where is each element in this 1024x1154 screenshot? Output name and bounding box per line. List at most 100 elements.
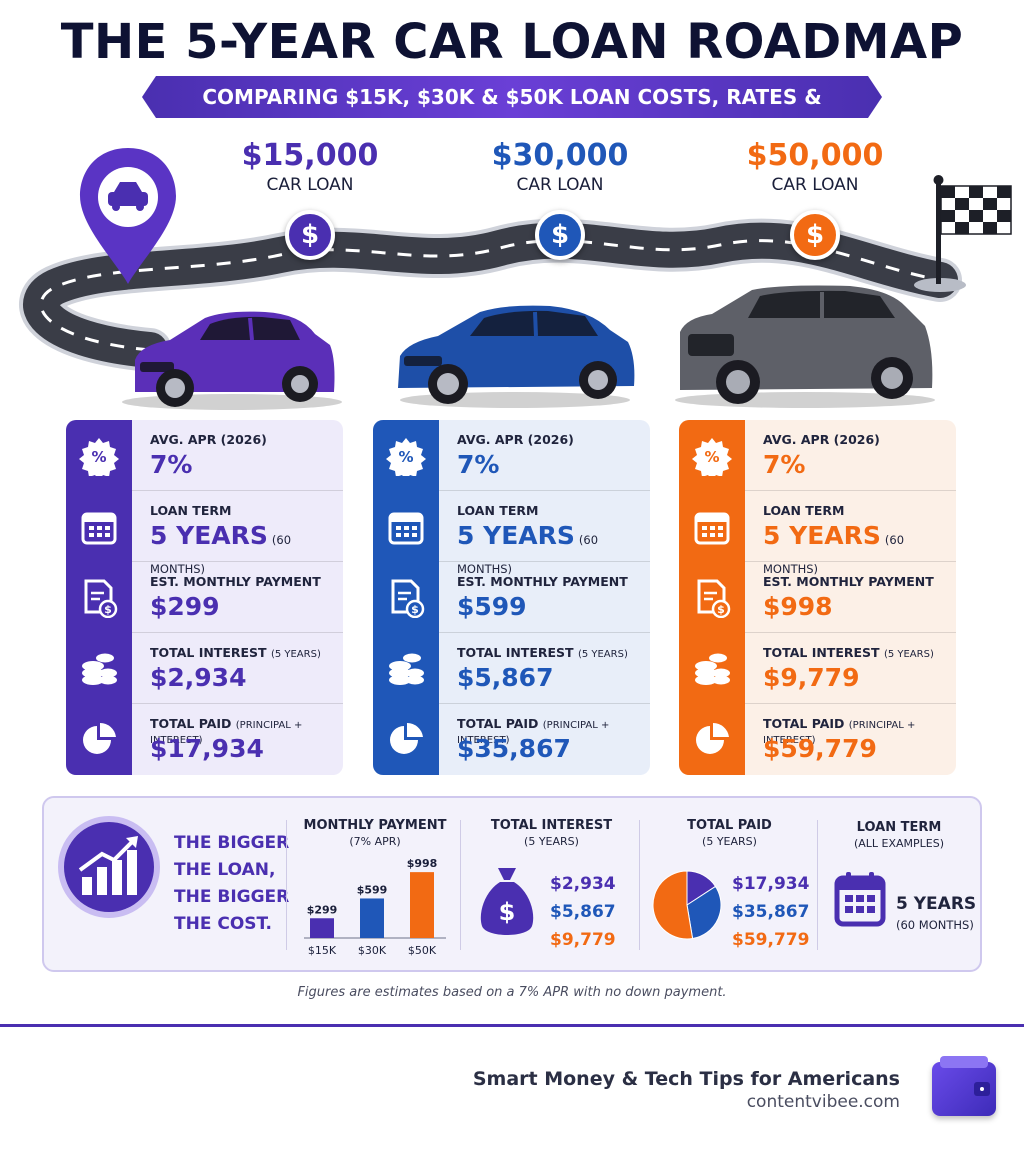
loan-card-15k: % AVG. APR (2026) 7% LOAN TERM 5 YEARS (6… bbox=[66, 420, 343, 775]
loan-label: CAR LOAN bbox=[516, 175, 604, 195]
coins-icon bbox=[373, 633, 439, 704]
coins-icon bbox=[66, 633, 132, 704]
loan-header-50k: $50,000 CAR LOAN bbox=[705, 138, 925, 195]
total-paid-pie-chart bbox=[652, 870, 722, 940]
loan-header-30k: $30,000 CAR LOAN bbox=[450, 138, 670, 195]
calendar-icon bbox=[373, 491, 439, 562]
footer-divider bbox=[0, 1024, 1024, 1027]
loan-card-50k: % AVG. APR (2026) 7% LOAN TERM 5 YEARS (6… bbox=[679, 420, 956, 775]
percent-gear-icon: % bbox=[373, 420, 439, 491]
interest-label: TOTAL INTEREST (5 YEARS) bbox=[763, 645, 934, 660]
apr-row: % AVG. APR (2026) 7% bbox=[373, 420, 650, 491]
interest-value: $9,779 bbox=[763, 663, 860, 692]
bar-category-label: $30K bbox=[358, 944, 387, 957]
apr-value: 7% bbox=[457, 450, 500, 479]
paid-label: TOTAL PAID (PRINCIPAL + INTEREST) bbox=[457, 716, 610, 746]
apr-row: % AVG. APR (2026) 7% bbox=[679, 420, 956, 491]
loan-label: CAR LOAN bbox=[771, 175, 859, 195]
bar-$50K bbox=[410, 872, 434, 938]
bar-data-label: $998 bbox=[407, 857, 438, 870]
summary-headline: THE BIGGER THE LOAN, THE BIGGER THE COST… bbox=[174, 833, 290, 934]
interest-label: TOTAL INTEREST (5 YEARS) bbox=[457, 645, 628, 660]
percent-gear-icon: % bbox=[679, 420, 745, 491]
apr-value: 7% bbox=[763, 450, 806, 479]
total-paid-values: $17,934 $35,867 $59,779 bbox=[732, 874, 810, 950]
dollar-coin-icon: $ bbox=[790, 210, 840, 260]
brand-tagline: Smart Money & Tech Tips for Americans bbox=[472, 1068, 900, 1090]
payment-value: $998 bbox=[763, 592, 833, 621]
payment-value: $599 bbox=[457, 592, 527, 621]
payment-row: $ EST. MONTHLY PAYMENT $599 bbox=[373, 562, 650, 633]
blue-sedan-illustration bbox=[398, 305, 635, 408]
bill-icon: $ bbox=[373, 562, 439, 633]
apr-label: AVG. APR (2026) bbox=[457, 432, 574, 447]
paid-label: TOTAL PAID (PRINCIPAL + INTEREST) bbox=[150, 716, 303, 746]
pie-icon bbox=[66, 704, 132, 775]
paid-row: TOTAL PAID (PRINCIPAL + INTEREST) $35,86… bbox=[373, 704, 650, 775]
pie-icon bbox=[373, 704, 439, 775]
gray-suv-illustration bbox=[675, 285, 935, 408]
apr-label: AVG. APR (2026) bbox=[150, 432, 267, 447]
bill-icon: $ bbox=[66, 562, 132, 633]
calendar-icon bbox=[679, 491, 745, 562]
interest-value: $2,934 bbox=[150, 663, 247, 692]
bar-data-label: $599 bbox=[357, 883, 388, 896]
loan-term-value: 5 YEARS bbox=[896, 894, 977, 914]
total-interest-title: TOTAL INTEREST (5 YEARS) bbox=[490, 818, 613, 848]
term-value: 5 YEARS (60 MONTHS) bbox=[763, 521, 905, 576]
paid-row: TOTAL PAID (PRINCIPAL + INTEREST) $59,77… bbox=[679, 704, 956, 775]
calendar-icon bbox=[834, 872, 886, 927]
wallet-icon bbox=[932, 1056, 996, 1116]
monthly-payment-bar-chart: $299 $15K $599 $30K $998 $50K bbox=[304, 857, 446, 957]
paid-value: $59,779 bbox=[763, 734, 877, 763]
svg-text:%: % bbox=[91, 448, 106, 466]
interest-row: TOTAL INTEREST (5 YEARS) $2,934 bbox=[66, 633, 343, 704]
term-row: LOAN TERM 5 YEARS (60 MONTHS) bbox=[373, 491, 650, 576]
pie-slice-$50K bbox=[652, 870, 694, 940]
growth-chart-icon bbox=[58, 816, 160, 918]
total-paid-title: TOTAL PAID (5 YEARS) bbox=[687, 818, 772, 848]
paid-value: $35,867 bbox=[457, 734, 571, 763]
road bbox=[23, 222, 958, 368]
paid-row: TOTAL PAID (PRINCIPAL + INTEREST) $17,93… bbox=[66, 704, 343, 775]
bar-$15K bbox=[310, 918, 334, 938]
payment-value: $299 bbox=[150, 592, 220, 621]
svg-text:$: $ bbox=[411, 603, 419, 616]
coins-icon bbox=[679, 633, 745, 704]
percent-gear-icon: % bbox=[66, 420, 132, 491]
loan-amount: $50,000 bbox=[746, 138, 884, 173]
paid-value: $17,934 bbox=[150, 734, 264, 763]
loan-card-30k: % AVG. APR (2026) 7% LOAN TERM 5 YEARS (6… bbox=[373, 420, 650, 775]
page-title: THE 5-YEAR CAR LOAN ROADMAP bbox=[60, 14, 964, 70]
interest-value: $5,867 bbox=[457, 663, 554, 692]
svg-text:$: $ bbox=[499, 898, 516, 926]
monthly-payment-title: MONTHLY PAYMENT (7% APR) bbox=[303, 818, 447, 848]
summary-panel: THE BIGGER THE LOAN, THE BIGGER THE COST… bbox=[42, 796, 982, 972]
term-label: LOAN TERM bbox=[763, 503, 845, 518]
svg-text:$: $ bbox=[717, 603, 725, 616]
term-value: 5 YEARS (60 MONTHS) bbox=[150, 521, 292, 576]
svg-text:%: % bbox=[704, 448, 719, 466]
dollar-coin-icon: $ bbox=[285, 210, 335, 260]
term-row: LOAN TERM 5 YEARS (60 MONTHS) bbox=[66, 491, 343, 576]
pie-slice-$30K bbox=[686, 885, 722, 940]
loan-header-15k: $15,000 CAR LOAN bbox=[200, 138, 420, 195]
payment-row: $ EST. MONTHLY PAYMENT $998 bbox=[679, 562, 956, 633]
bar-data-label: $299 bbox=[307, 903, 338, 916]
payment-label: EST. MONTHLY PAYMENT bbox=[763, 574, 934, 589]
calendar-icon bbox=[66, 491, 132, 562]
footnote: Figures are estimates based on a 7% APR … bbox=[297, 985, 727, 1000]
bill-icon: $ bbox=[679, 562, 745, 633]
svg-text:$: $ bbox=[104, 603, 112, 616]
pie-icon bbox=[679, 704, 745, 775]
paid-label: TOTAL PAID (PRINCIPAL + INTEREST) bbox=[763, 716, 916, 746]
interest-label: TOTAL INTEREST (5 YEARS) bbox=[150, 645, 321, 660]
payment-row: $ EST. MONTHLY PAYMENT $299 bbox=[66, 562, 343, 633]
bar-category-label: $15K bbox=[308, 944, 337, 957]
interest-row: TOTAL INTEREST (5 YEARS) $5,867 bbox=[373, 633, 650, 704]
term-value: 5 YEARS (60 MONTHS) bbox=[457, 521, 599, 576]
apr-row: % AVG. APR (2026) 7% bbox=[66, 420, 343, 491]
apr-label: AVG. APR (2026) bbox=[763, 432, 880, 447]
purple-sedan-illustration bbox=[122, 311, 342, 410]
